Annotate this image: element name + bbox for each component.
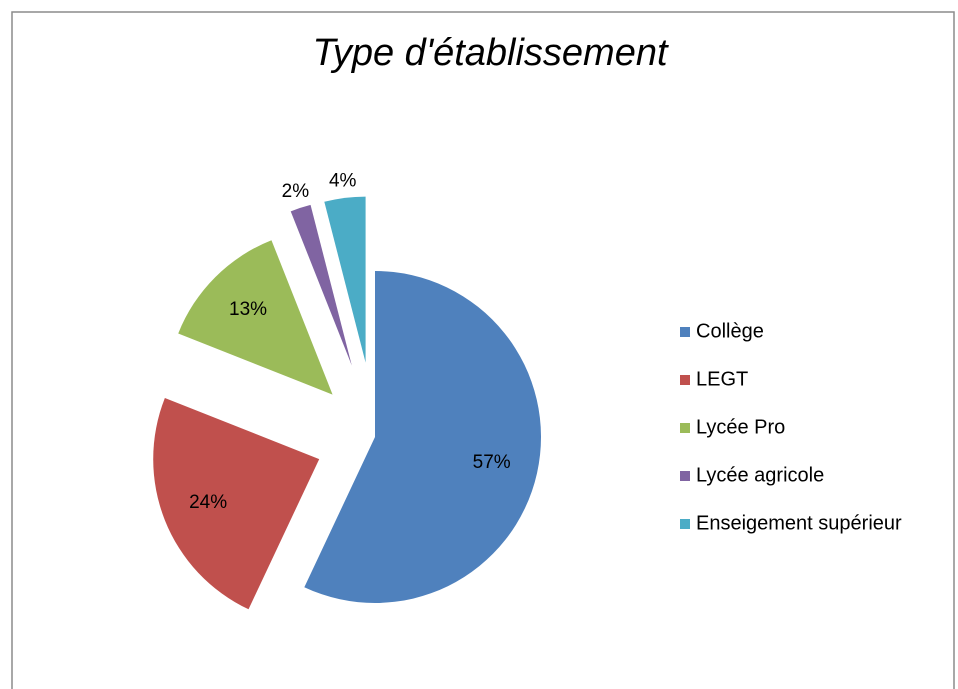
- legend-label: Lycée Pro: [696, 416, 785, 438]
- legend-label: LEGT: [696, 368, 748, 390]
- pie-slice: [304, 271, 541, 603]
- pie-slice: [153, 397, 320, 610]
- chart-title: Type d'établissement: [312, 32, 669, 74]
- legend-swatch: [680, 471, 690, 481]
- legend-swatch: [680, 423, 690, 433]
- data-label: 24%: [189, 492, 227, 513]
- legend-swatch: [680, 375, 690, 385]
- legend-swatch: [680, 519, 690, 529]
- data-label: 4%: [329, 170, 357, 191]
- legend-label: Enseigement supérieur: [696, 512, 902, 534]
- data-label: 57%: [473, 452, 511, 473]
- legend-label: Collège: [696, 320, 764, 342]
- pie-slice: [290, 204, 352, 366]
- pie-slice: [324, 196, 366, 363]
- data-label: 2%: [282, 181, 310, 202]
- pie-slice: [178, 240, 333, 395]
- legend-swatch: [680, 327, 690, 337]
- data-label: 13%: [229, 299, 267, 320]
- chart-border: [11, 11, 955, 689]
- legend-label: Lycée agricole: [696, 464, 824, 486]
